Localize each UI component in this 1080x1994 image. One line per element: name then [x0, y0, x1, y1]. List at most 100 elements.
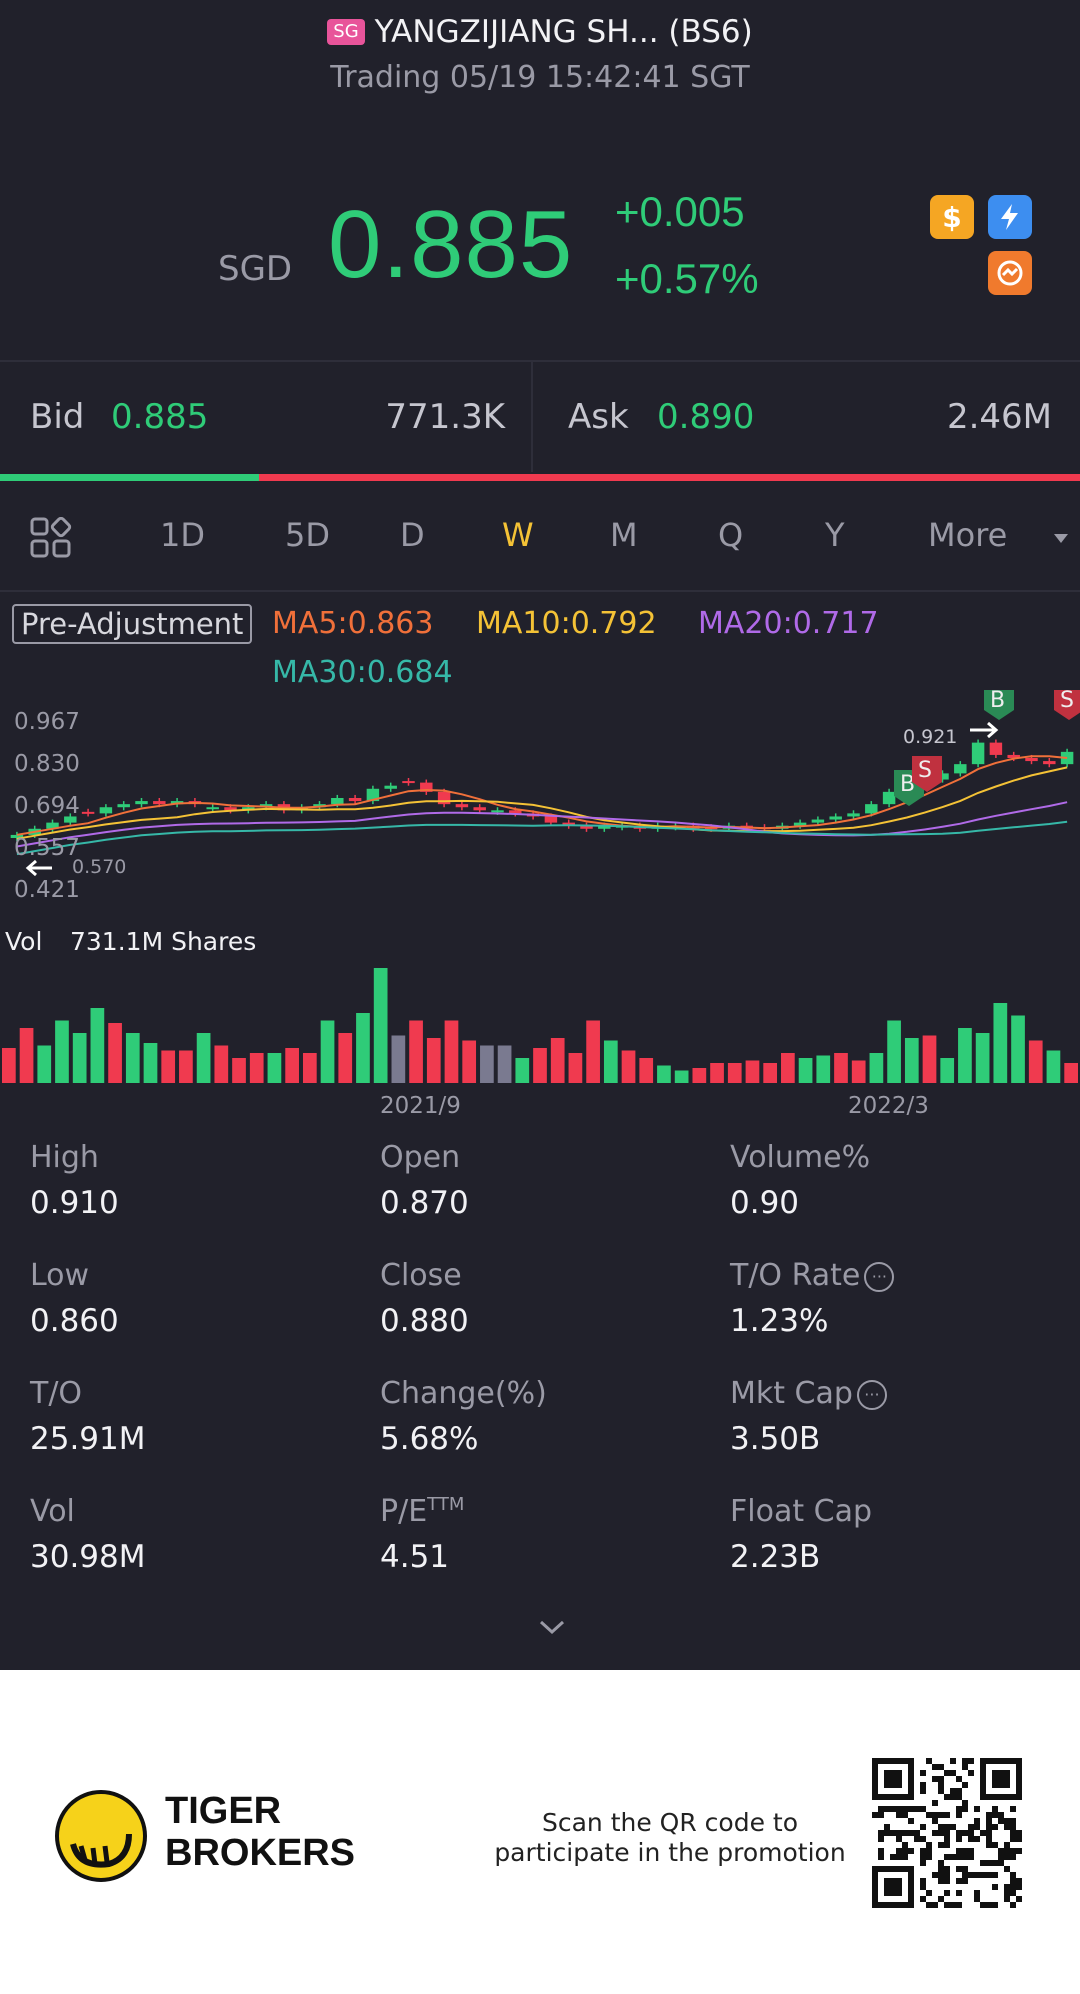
kline-chart[interactable]: 0.967 0.830 0.694 0.557 0.421 0.921 0.57…: [0, 688, 1080, 1120]
bid-price: 0.885: [111, 397, 209, 437]
qr-module: [908, 1818, 914, 1824]
qr-module: [932, 1872, 938, 1878]
qr-module: [968, 1872, 974, 1878]
qr-module: [896, 1806, 902, 1812]
qr-module: [974, 1818, 980, 1824]
y-tick-label: 0.421: [14, 877, 80, 903]
qr-code[interactable]: [872, 1758, 1022, 1908]
qr-module: [992, 1902, 998, 1908]
caret-down-icon[interactable]: [1054, 534, 1068, 544]
stat-value: 0.910: [30, 1185, 119, 1221]
exchange-icon[interactable]: [988, 251, 1032, 295]
qr-module: [938, 1782, 944, 1788]
volume-bar: [763, 1063, 778, 1083]
qr-module: [920, 1896, 926, 1902]
layout-grid-icon[interactable]: [30, 517, 72, 559]
volume-bar: [1046, 1050, 1061, 1083]
tab-1d[interactable]: 1D: [160, 516, 205, 554]
stat-mkt-cap: Mkt Cap ··· 3.50B: [730, 1376, 887, 1457]
qr-module: [1004, 1866, 1010, 1872]
high-price-label: 0.921: [903, 726, 957, 748]
qr-module: [962, 1800, 968, 1806]
volume-bar: [37, 1045, 52, 1083]
volume-bar: [1064, 1063, 1078, 1083]
qr-module: [1004, 1884, 1010, 1890]
tab-d[interactable]: D: [400, 516, 425, 554]
candle-body: [224, 807, 237, 811]
qr-module: [962, 1848, 968, 1854]
buy-marker[interactable]: B: [984, 688, 1014, 720]
volume-bar: [480, 1045, 494, 1083]
tab-q[interactable]: Q: [718, 516, 744, 554]
qr-module: [962, 1830, 968, 1836]
qr-module: [902, 1848, 908, 1854]
qr-module: [944, 1866, 950, 1872]
chevron-down-icon[interactable]: [537, 1612, 567, 1642]
volume-bar: [692, 1068, 707, 1083]
qr-module: [1010, 1830, 1016, 1836]
stat-value: 5.68%: [380, 1421, 479, 1457]
qr-module: [968, 1770, 974, 1776]
stock-title-row[interactable]: SG YANGZIJIANG SH... (BS6): [327, 14, 753, 50]
stat-value: 30.98M: [30, 1539, 146, 1575]
stock-title: YANGZIJIANG SH... (BS6): [374, 14, 753, 50]
bid-ask-panel: Bid 0.885 771.3K Ask 0.890 2.46M: [0, 362, 1080, 472]
qr-module: [956, 1890, 962, 1896]
qr-module: [962, 1764, 968, 1770]
tab-5d[interactable]: 5D: [285, 516, 330, 554]
qr-module: [998, 1848, 1004, 1854]
volume-bar: [798, 1058, 813, 1083]
stat-label: Low: [30, 1258, 90, 1293]
candle-body: [811, 819, 825, 823]
bid-ratio-fill: [0, 474, 260, 481]
qr-module: [1010, 1854, 1016, 1860]
tab-y[interactable]: Y: [825, 516, 845, 554]
more-info-icon[interactable]: ···: [864, 1261, 895, 1292]
bid-label: Bid: [30, 397, 85, 437]
tab-w[interactable]: W: [502, 516, 534, 554]
lightning-icon[interactable]: [988, 195, 1032, 239]
volume-bar: [1011, 1015, 1025, 1083]
stat-volume: Volume% 0.90: [730, 1140, 870, 1221]
stat-p-e: P/ETTM 4.51: [380, 1494, 464, 1575]
qr-module: [968, 1854, 974, 1860]
qr-module: [986, 1836, 992, 1842]
qr-module: [944, 1902, 950, 1908]
qr-module: [920, 1848, 926, 1854]
candle-body: [455, 804, 469, 808]
qr-module: [902, 1812, 908, 1818]
stat-label: High: [30, 1140, 99, 1175]
stat-value: 0.880: [380, 1303, 469, 1339]
app-screen: SG YANGZIJIANG SH... (BS6) Trading 05/19…: [0, 0, 1080, 1670]
qr-module: [998, 1812, 1004, 1818]
tab-m[interactable]: M: [610, 516, 638, 554]
tab-more[interactable]: More: [928, 516, 1008, 554]
qr-module: [980, 1860, 986, 1866]
dollar-icon[interactable]: $: [930, 195, 974, 239]
bid-ask-ratio-bar: [0, 474, 1080, 481]
volume-bar: [196, 1033, 211, 1083]
volume-bar: [533, 1048, 547, 1083]
qr-module: [956, 1848, 962, 1854]
volume-bar: [143, 1043, 158, 1083]
volume-bar: [816, 1055, 831, 1083]
qr-module: [956, 1902, 962, 1908]
qr-module: [926, 1902, 932, 1908]
volume-label: Vol: [5, 927, 42, 956]
sell-marker[interactable]: S: [1054, 688, 1080, 720]
more-info-icon[interactable]: ···: [856, 1379, 887, 1410]
candle-body: [135, 801, 148, 805]
trading-status: Trading 05/19 15:42:41 SGT: [330, 60, 750, 95]
volume-bar: [710, 1063, 724, 1083]
qr-module: [980, 1872, 986, 1878]
pre-adjustment-button[interactable]: Pre-Adjustment: [12, 604, 253, 644]
qr-module: [938, 1824, 944, 1830]
stat-label: Close: [380, 1258, 462, 1293]
candlestick-chart[interactable]: 0.967 0.830 0.694 0.557 0.421 0.921 0.57…: [0, 688, 1080, 1120]
candle-body: [989, 742, 1003, 755]
qr-module: [1004, 1848, 1010, 1854]
stat-close: Close 0.880: [380, 1258, 469, 1339]
qr-module: [884, 1824, 890, 1830]
sell-marker[interactable]: S: [912, 756, 942, 792]
qr-module: [908, 1848, 914, 1854]
